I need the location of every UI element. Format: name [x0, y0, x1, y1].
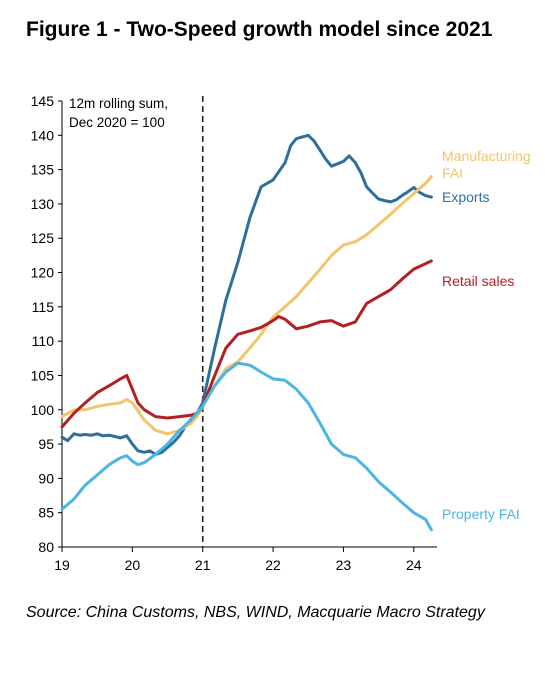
source-note: Source: China Customs, NBS, WIND, Macqua…	[26, 604, 485, 621]
x-tick-label: 24	[406, 557, 422, 573]
y-tick-label: 105	[31, 367, 55, 383]
x-axis: 19 20 21 22 23 24	[54, 546, 437, 573]
y-tick-label: 95	[38, 436, 54, 452]
y-tick-label: 80	[38, 539, 54, 555]
x-tick-label: 19	[54, 557, 70, 573]
series-line-manufacturing-fai	[60, 175, 433, 436]
y-tick-label: 115	[32, 299, 55, 315]
series-line-retail-sales	[60, 259, 433, 429]
series-label-property-fai: Property FAI	[442, 506, 520, 522]
y-tick-label: 130	[31, 196, 55, 212]
x-tick-label: 23	[336, 557, 352, 573]
annotation-line-2: Dec 2020 = 100	[69, 115, 165, 130]
y-tick-label: 145	[31, 93, 55, 109]
series-label-manufacturing-fai: Manufacturing	[442, 148, 531, 164]
y-tick-label: 85	[38, 505, 54, 521]
series-label-manufacturing-fai: FAI	[442, 165, 463, 181]
series-lines	[60, 133, 433, 532]
y-tick-label: 120	[31, 265, 55, 281]
y-axis: 80 85 90 95 100 105 110 115 120 125 130 135 140 145	[31, 93, 63, 555]
y-tick-label: 100	[31, 402, 55, 418]
y-tick-label: 110	[32, 333, 55, 349]
x-tick-label: 20	[125, 557, 141, 573]
y-tick-label: 135	[31, 162, 55, 178]
annotation-line-1: 12m rolling sum,	[69, 96, 168, 111]
series-line-exports	[60, 133, 433, 456]
x-tick-label: 21	[195, 557, 211, 573]
series-label-retail-sales: Retail sales	[442, 273, 514, 289]
chart-title: Figure 1 - Two-Speed growth model since …	[26, 18, 493, 41]
y-tick-label: 140	[31, 127, 55, 143]
y-tick-label: 125	[31, 230, 55, 246]
series-line-property-fai	[60, 361, 433, 532]
x-tick-label: 22	[265, 557, 281, 573]
y-tick-label: 90	[38, 470, 54, 486]
series-label-exports: Exports	[442, 189, 489, 205]
chart-annotation: 12m rolling sum, Dec 2020 = 100	[69, 96, 168, 130]
